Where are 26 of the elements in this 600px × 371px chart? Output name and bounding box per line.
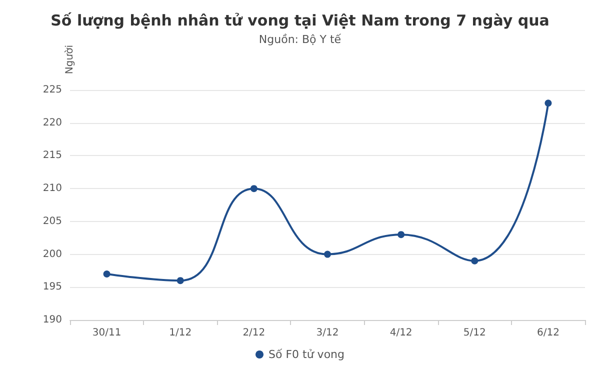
legend-label: Số F0 tử vong <box>268 348 345 361</box>
y-tick-label: 195 <box>42 282 62 293</box>
y-tick-label: 215 <box>42 150 62 162</box>
y-tick-label: 200 <box>42 248 62 260</box>
point <box>544 100 552 107</box>
point <box>250 185 258 192</box>
x-tick-label: 1/12 <box>169 328 192 338</box>
x-tick-label: 3/12 <box>316 328 339 338</box>
point <box>324 250 331 258</box>
point <box>398 231 405 238</box>
y-tick-label: 225 <box>42 84 62 96</box>
point <box>471 257 478 264</box>
y-tick-label: 210 <box>42 183 62 194</box>
x-tick-label: 2/12 <box>242 328 266 338</box>
y-tick-label: 205 <box>42 216 62 227</box>
x-tick-label: 6/12 <box>536 328 560 338</box>
x-tick-label: 5/12 <box>463 328 486 338</box>
point <box>176 277 184 284</box>
x-tick-label: 4/12 <box>390 328 412 338</box>
x-tick-label: 30/11 <box>92 328 122 338</box>
point <box>103 270 110 278</box>
chart-title: Số lượng bệnh nhân tử vong tại Việt Nam trong 7 ngày qua <box>50 12 550 30</box>
y-axis-title: Người <box>64 45 76 74</box>
y-tick-label: 220 <box>42 117 62 128</box>
chart-subtitle: Nguồn: Bộ Y tế <box>258 33 342 46</box>
y-tick-label: 190 <box>42 314 62 326</box>
